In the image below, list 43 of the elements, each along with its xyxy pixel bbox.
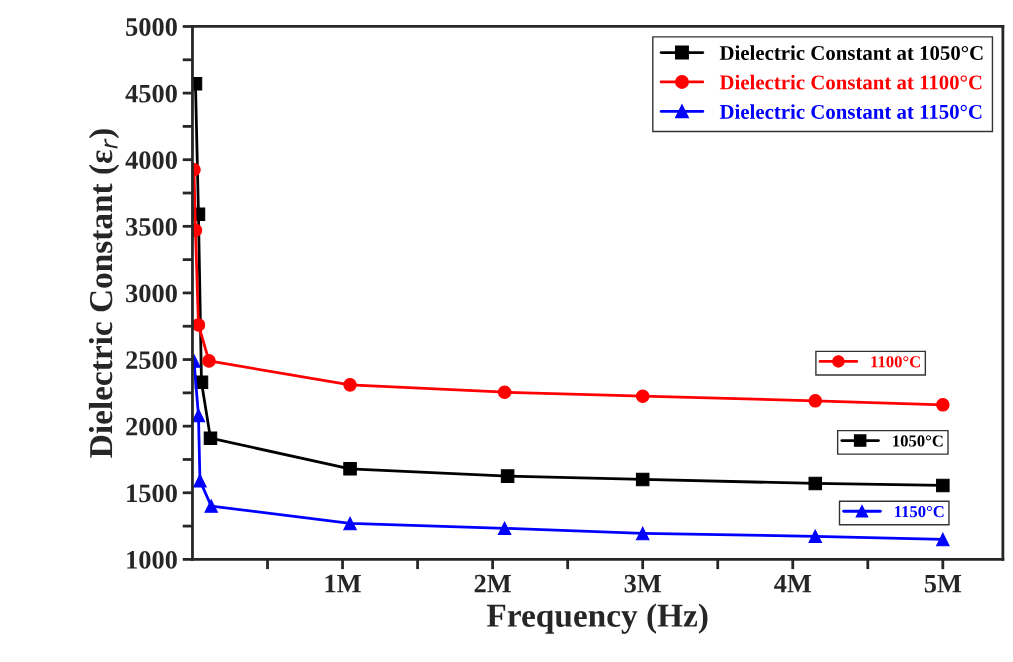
legend-label: Dielectric Constant at 1100°C bbox=[719, 74, 982, 90]
y-tick-label: 1000 bbox=[127, 551, 177, 569]
legend-label: Dielectric Constant at 1150°C bbox=[719, 104, 982, 119]
point bbox=[635, 389, 650, 403]
y-tick-label: 2000 bbox=[126, 417, 177, 436]
y-tick-label: 4000 bbox=[125, 151, 177, 170]
x-tick-label: 2M bbox=[474, 574, 511, 593]
point bbox=[500, 469, 515, 483]
point bbox=[192, 318, 206, 332]
x-tick-label: 5M bbox=[924, 575, 962, 593]
point bbox=[343, 378, 357, 392]
point bbox=[343, 516, 357, 531]
point bbox=[202, 354, 216, 368]
point bbox=[204, 499, 218, 513]
y-tick-label: 2500 bbox=[126, 351, 177, 369]
point bbox=[936, 478, 950, 493]
y-tick-label: 5000 bbox=[126, 18, 177, 36]
point bbox=[193, 474, 207, 488]
y-axis-title: Dielectric Constant (ε$_{r}$) bbox=[88, 129, 120, 458]
point bbox=[936, 532, 950, 547]
y-tick-label: 3500 bbox=[126, 217, 177, 236]
annotation: 1150°C bbox=[895, 505, 944, 518]
annotation: 1050°C bbox=[893, 435, 943, 447]
y-tick-label: 4500 bbox=[125, 84, 177, 103]
point bbox=[635, 472, 650, 487]
point bbox=[936, 398, 950, 412]
y-tick-label: 1500 bbox=[127, 484, 177, 503]
point bbox=[192, 408, 206, 423]
point bbox=[497, 385, 512, 399]
point bbox=[497, 521, 512, 536]
point bbox=[808, 529, 823, 544]
x-tick-label: 3M bbox=[624, 574, 661, 593]
x-tick-label: 1M bbox=[325, 574, 361, 593]
legend-label: Dielectric Constant at 1050°C bbox=[719, 45, 983, 61]
point bbox=[203, 431, 218, 445]
annotation: 1100°C bbox=[871, 356, 920, 368]
point bbox=[808, 394, 823, 408]
point bbox=[343, 462, 357, 476]
x-axis-title: Frequency (Hz) bbox=[486, 603, 708, 634]
point bbox=[808, 476, 823, 491]
point bbox=[635, 526, 650, 541]
x-tick-label: 4M bbox=[774, 574, 812, 593]
y-tick-label: 3000 bbox=[126, 284, 177, 303]
